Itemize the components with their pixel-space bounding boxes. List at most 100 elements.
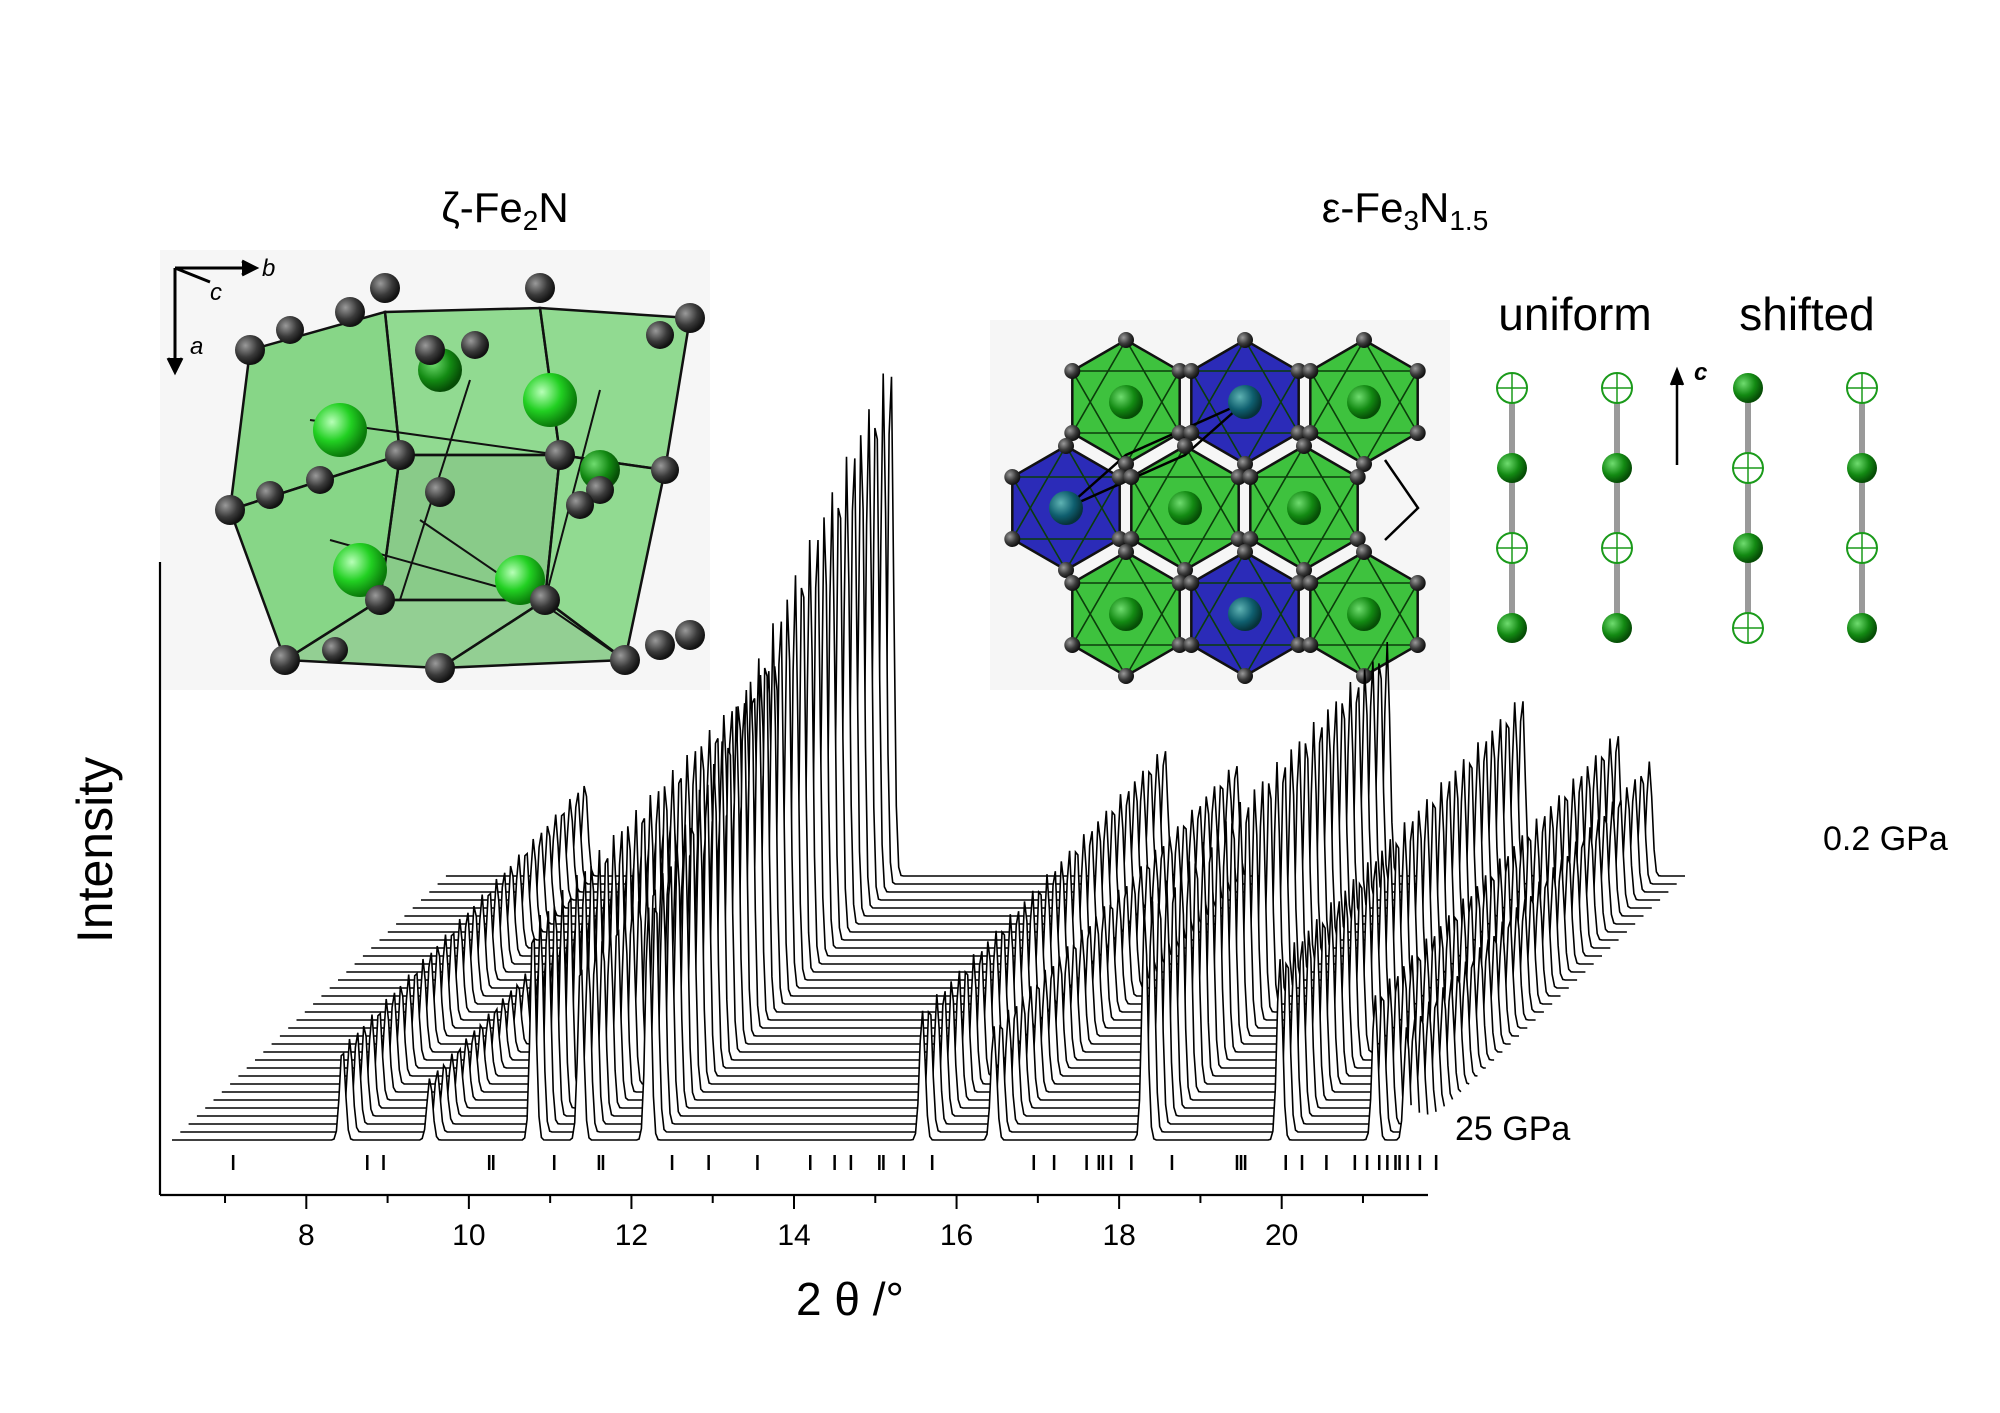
iron-atom xyxy=(1171,425,1188,441)
iron-atom xyxy=(1237,456,1253,472)
iron-atom xyxy=(1302,363,1319,379)
nitrogen-atom xyxy=(1347,597,1381,631)
iron-atom xyxy=(1349,469,1366,485)
iron-atom xyxy=(1177,562,1193,578)
hex-inner-edge xyxy=(1010,444,1121,540)
x-tick-label: 8 xyxy=(298,1219,315,1252)
x-tick-label: 14 xyxy=(777,1219,810,1252)
nitrogen-atom xyxy=(1109,597,1143,631)
occupied-site xyxy=(1733,533,1763,563)
iron-atom xyxy=(1290,575,1307,591)
c-arrow xyxy=(1669,366,1685,465)
iron-atom xyxy=(1118,456,1134,472)
iron-atom xyxy=(1004,469,1021,485)
nitrogen-atom xyxy=(1168,491,1202,525)
iron-atom xyxy=(1237,332,1253,348)
iron-atom xyxy=(1064,363,1081,379)
occupied-site xyxy=(1847,453,1877,483)
axis-b-label: b xyxy=(262,255,275,282)
iron-atom xyxy=(1111,469,1128,485)
iron-atom xyxy=(1111,531,1128,547)
x-tick-label: 12 xyxy=(615,1219,648,1252)
pressure-bottom-label: 25 GPa xyxy=(1455,1110,1570,1148)
epsilon-structure-image xyxy=(990,320,1450,690)
hex-inner-edge xyxy=(1070,370,1182,465)
iron-atom xyxy=(1230,469,1247,485)
iron-atom xyxy=(1290,363,1307,379)
occupied-site xyxy=(1497,613,1527,643)
hex-inner-edge xyxy=(1189,370,1301,465)
iron-atom xyxy=(1302,637,1319,653)
hex-inner-edge xyxy=(1308,550,1419,646)
diffraction-pattern-line xyxy=(205,846,1446,1109)
iron-atom xyxy=(1356,544,1372,560)
diffraction-pattern-line xyxy=(196,866,1437,1117)
hex-atoms xyxy=(1004,332,1426,684)
iron-atom xyxy=(1296,438,1312,454)
hex-inner-edge xyxy=(1070,582,1182,677)
xrd-plot: 8 10 12 14 16 18 20 Intensity 2 θ /° 0.2 GPa 2… xyxy=(67,373,1948,1325)
nitrogen-atom xyxy=(1228,597,1262,631)
iron-atom xyxy=(1064,637,1081,653)
iron-atom xyxy=(1290,425,1307,441)
iron-atom xyxy=(1183,425,1200,441)
iron-atom xyxy=(1004,531,1021,547)
diffraction-patterns xyxy=(172,373,1685,1180)
uniform-label: uniform xyxy=(1498,288,1651,340)
axis-a-label: a xyxy=(190,333,203,360)
iron-atom xyxy=(1409,363,1426,379)
hex-inner-edge xyxy=(1070,550,1181,646)
iron-atom xyxy=(1409,425,1426,441)
c-arrow-label: c xyxy=(1694,359,1707,386)
diffraction-pattern-line xyxy=(188,873,1429,1125)
y-axis-label: Intensity xyxy=(67,757,123,943)
iron-atom xyxy=(1409,575,1426,591)
iron-atom xyxy=(1118,544,1134,560)
occupied-site xyxy=(1847,613,1877,643)
zeta-phase-title: ζ-Fe2N xyxy=(441,184,568,236)
nitrogen-atom xyxy=(1109,385,1143,419)
x-tick-label: 16 xyxy=(940,1219,973,1252)
hex-inner-edge xyxy=(1308,582,1420,677)
nitrogen-atom xyxy=(1228,385,1262,419)
iron-atom xyxy=(1177,438,1193,454)
occupied-site xyxy=(1497,453,1527,483)
hex-inner-edge xyxy=(1129,476,1241,571)
axis-triad xyxy=(166,259,260,376)
iron-atom xyxy=(1302,425,1319,441)
hex-inner-edge xyxy=(1010,476,1122,571)
nitrogen-atoms xyxy=(313,348,620,605)
iron-atoms xyxy=(215,273,705,683)
hex-inner-edge xyxy=(1189,550,1300,646)
iron-atom xyxy=(1237,544,1253,560)
iron-atom xyxy=(1123,531,1140,547)
diffraction-pattern-line xyxy=(172,907,1412,1141)
hex-inner-edge xyxy=(1308,338,1419,434)
iron-atom xyxy=(1183,575,1200,591)
x-axis-ticks: 8 10 12 14 16 18 20 xyxy=(224,1195,1364,1252)
iron-atom xyxy=(1242,469,1259,485)
iron-atom xyxy=(1356,456,1372,472)
nitrogen-atom xyxy=(1049,491,1083,525)
x-tick-label: 20 xyxy=(1265,1219,1298,1252)
iron-atom xyxy=(1290,637,1307,653)
iron-atom xyxy=(1058,562,1074,578)
diffraction-pattern-line xyxy=(213,824,1454,1101)
nitrogen-atom xyxy=(1287,491,1321,525)
hex-inner-edge xyxy=(1189,338,1300,434)
iron-atom xyxy=(1296,562,1312,578)
diffraction-pattern-line xyxy=(180,901,1421,1133)
x-tick-label: 10 xyxy=(452,1219,485,1252)
iron-atom xyxy=(1064,425,1081,441)
iron-atom xyxy=(1118,332,1134,348)
stacking-panel: uniform shifted c xyxy=(1496,288,1878,644)
occupied-site xyxy=(1733,373,1763,403)
iron-atom xyxy=(1171,637,1188,653)
unit-cell-outline xyxy=(1383,459,1420,541)
x-axis-label: 2 θ /° xyxy=(796,1273,904,1325)
iron-atom xyxy=(1302,575,1319,591)
pressure-top-label: 0.2 GPa xyxy=(1823,820,1948,858)
iron-atom xyxy=(1171,363,1188,379)
epsilon-phase-title: ε-Fe3N1.5 xyxy=(1322,184,1489,236)
